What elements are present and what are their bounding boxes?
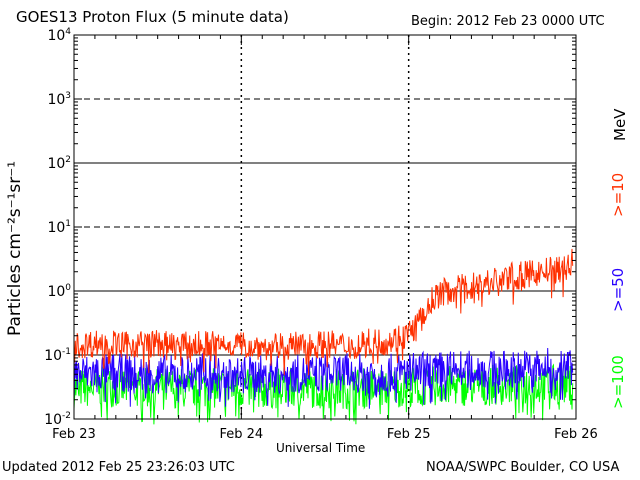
legend-unit: MeV bbox=[611, 108, 629, 141]
series-line-0 bbox=[73, 248, 574, 376]
y-tick-label: 101 bbox=[47, 219, 71, 236]
legend-series-50: >=50 bbox=[609, 267, 627, 312]
chart-title: GOES13 Proton Flux (5 minute data) bbox=[16, 8, 289, 26]
y-tick-label: 10-2 bbox=[44, 411, 71, 428]
legend-series-100: >=100 bbox=[609, 355, 627, 409]
series-line-1 bbox=[73, 347, 574, 409]
y-tick-label: 104 bbox=[47, 27, 71, 44]
updated-timestamp: Updated 2012 Feb 25 23:26:03 UTC bbox=[2, 460, 235, 475]
begin-date: Begin: 2012 Feb 23 0000 UTC bbox=[411, 14, 605, 29]
credit-line: NOAA/SWPC Boulder, CO USA bbox=[426, 460, 620, 475]
x-tick-label: Feb 24 bbox=[219, 427, 263, 442]
y-tick-label: 103 bbox=[47, 91, 71, 108]
y-tick-label: 10-1 bbox=[44, 347, 71, 364]
x-tick-label: Feb 25 bbox=[387, 427, 431, 442]
x-axis-label: Universal Time bbox=[276, 441, 366, 455]
x-tick-label: Feb 26 bbox=[554, 427, 598, 442]
y-tick-label: 102 bbox=[47, 155, 71, 172]
y-tick-label: 100 bbox=[47, 283, 71, 300]
legend-series-10: >=10 bbox=[609, 172, 627, 217]
x-tick-label: Feb 23 bbox=[52, 427, 96, 442]
